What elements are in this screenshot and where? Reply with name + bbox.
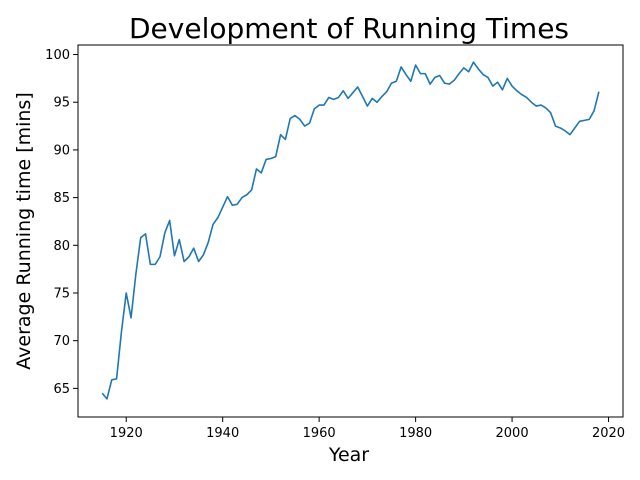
y-tick-label: 90 [53, 143, 70, 158]
plot-area [77, 44, 624, 418]
x-tick-label: 2020 [592, 426, 625, 441]
x-axis: 1920 1940 1960 1980 2000 2020 [110, 417, 625, 441]
y-tick-label: 85 [53, 191, 70, 206]
y-tick-label: 80 [53, 239, 70, 254]
x-tick-label: 1980 [399, 426, 432, 441]
y-axis: 65 70 75 80 85 90 95 100 [45, 48, 78, 397]
y-tick-label: 65 [53, 382, 70, 397]
series-line [101, 61, 600, 400]
y-tick-label: 75 [53, 287, 70, 302]
axes-frame [77, 44, 624, 418]
y-axis-label: Average Running time [mins] [13, 92, 35, 369]
x-tick-label: 1920 [110, 426, 143, 441]
y-tick-label: 95 [53, 96, 70, 111]
y-tick-label: 100 [45, 48, 70, 63]
x-tick-label: 2000 [496, 426, 529, 441]
x-tick-label: 1960 [303, 426, 336, 441]
chart-title: Development of Running Times [129, 12, 569, 45]
x-tick-label: 1940 [206, 426, 239, 441]
y-tick-label: 70 [53, 334, 70, 349]
x-axis-label: Year [328, 444, 369, 466]
